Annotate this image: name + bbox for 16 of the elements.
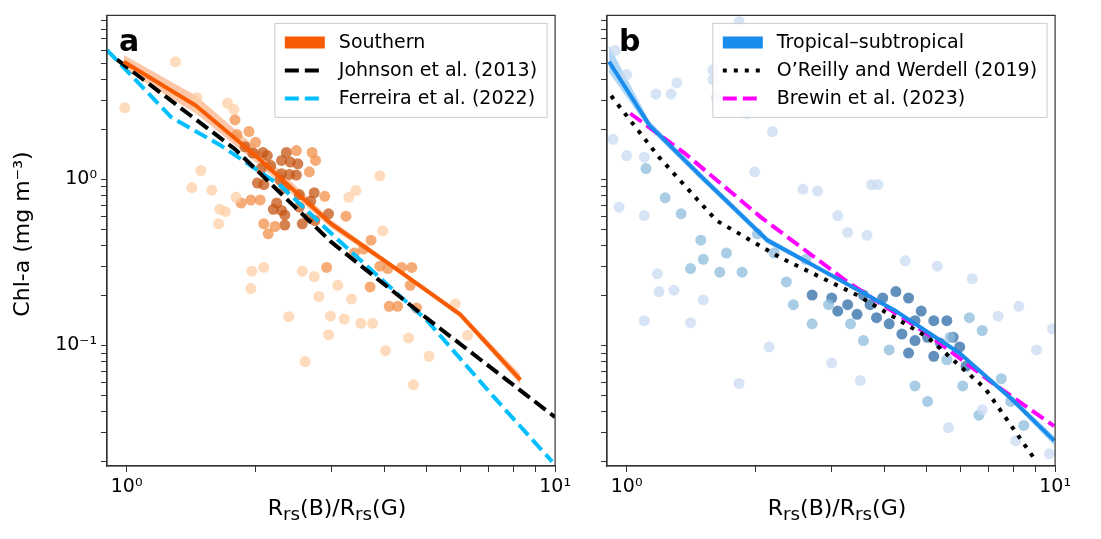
- legend-label: Tropical–subtropical: [775, 30, 965, 53]
- x-tick-label: 10⁰: [110, 474, 143, 497]
- legend-label: Ferreira et al. (2022): [338, 86, 536, 109]
- x-axis-title: R$_{rs}$(B)/R$_{rs}$(G): [266, 495, 408, 525]
- x-tick-label: 10⁰: [610, 474, 643, 497]
- legend-label: Southern: [338, 30, 426, 53]
- legend-label: O’Reilly and Werdell (2019): [776, 58, 1038, 81]
- x-axis-title: R$_{rs}$(B)/R$_{rs}$(G): [766, 495, 908, 525]
- legend-label: Johnson et al. (2013): [337, 58, 538, 81]
- y-tick-label: 10⁻¹: [55, 332, 97, 355]
- chart-title: a: [119, 23, 140, 59]
- legend-label: Brewin et al. (2023): [776, 86, 966, 109]
- chart-title: b: [619, 23, 641, 59]
- x-tick-label: 10¹: [539, 474, 571, 497]
- x-tick-label: 10¹: [1039, 474, 1071, 497]
- y-axis-title: Chl-a (mg m⁻³): [9, 150, 35, 319]
